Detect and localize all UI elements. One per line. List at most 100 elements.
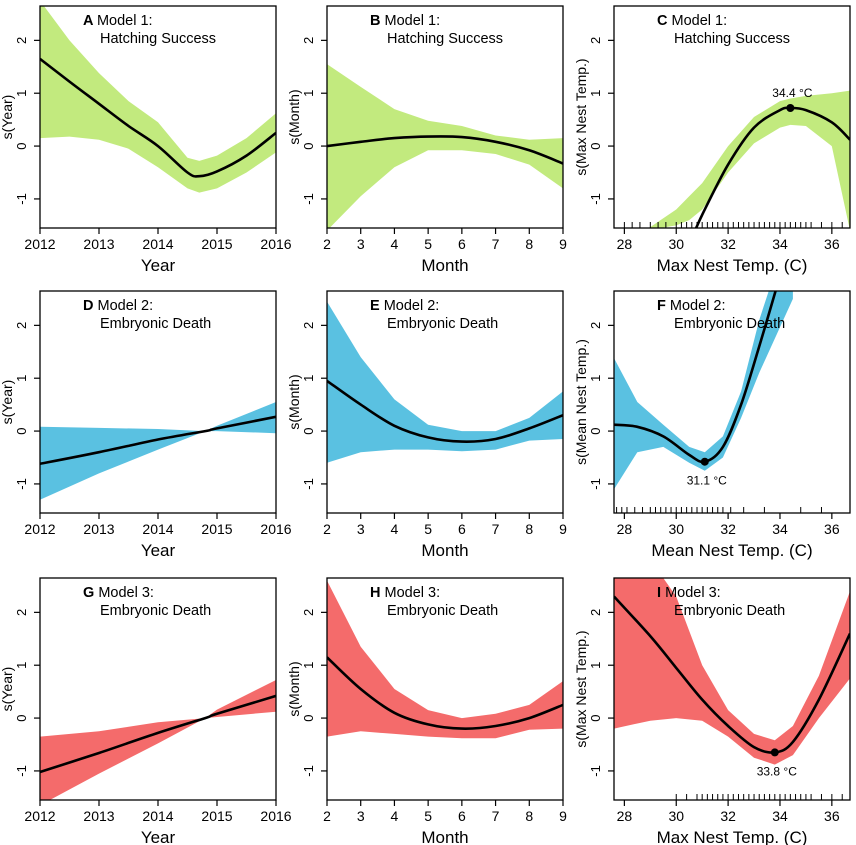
y-tick-label: 1: [588, 662, 603, 669]
panel-subtitle: Embryonic Death: [674, 603, 785, 619]
x-tick-label: 5: [424, 808, 432, 824]
panel-title: H Model 3:: [370, 585, 440, 601]
y-axis-label: s(Month): [286, 89, 302, 144]
panel-subtitle: Hatching Success: [387, 31, 503, 47]
panel-letter: B: [370, 13, 385, 29]
y-tick-label: -1: [14, 478, 29, 490]
optimum-label: 33.8 °C: [757, 764, 797, 778]
confidence-band-h: [327, 580, 563, 739]
x-tick-label: 2015: [201, 236, 232, 252]
y-tick-label: -1: [14, 193, 29, 205]
panel-model: Model 1:: [385, 13, 441, 29]
y-tick-label: 2: [588, 609, 603, 616]
x-tick-label: 8: [525, 808, 533, 824]
confidence-band-f: [614, 291, 793, 490]
y-axis-label: s(Max Nest Temp.): [573, 630, 589, 747]
y-tick-label: 1: [301, 375, 316, 382]
confidence-band-b: [327, 64, 563, 228]
y-tick-label: 1: [14, 90, 29, 97]
panel-c: 34.4 °C 28 30 32 34 36 Max Nest Temp. (C) -1 0 1 2…: [573, 5, 851, 275]
x-tick-label: 36: [824, 808, 840, 824]
panel-letter: D: [83, 298, 98, 314]
x-tick-label: 32: [720, 808, 736, 824]
y-tick-label: 0: [14, 142, 29, 149]
fit-line-d: [40, 415, 276, 466]
y-tick-label: -1: [588, 765, 603, 777]
y-tick-label: 2: [301, 322, 316, 329]
x-tick-label: 2012: [24, 521, 55, 537]
x-tick-label: 2013: [83, 236, 114, 252]
panel-i: 33.8 °C 28 30 32 34 36 Max Nest Temp. (C) -1 0 1 2…: [573, 577, 851, 845]
x-tick-label: 3: [357, 808, 365, 824]
x-tick-label: 30: [668, 236, 684, 252]
panel-subtitle: Embryonic Death: [387, 603, 498, 619]
plot-frame: [613, 577, 851, 801]
x-tick-label: 34: [772, 236, 788, 252]
x-tick-label: 3: [357, 236, 365, 252]
y-tick-label: 1: [301, 90, 316, 97]
panel-subtitle: Embryonic Death: [100, 603, 211, 619]
x-axis-label: Month: [421, 541, 468, 560]
y-tick-label: 0: [588, 142, 603, 149]
y-tick-label: -1: [14, 765, 29, 777]
panel-letter: C: [657, 13, 672, 29]
panel-title: D Model 2:: [83, 298, 153, 314]
y-tick-label: 1: [14, 375, 29, 382]
y-axis-label: s(Year): [0, 667, 15, 712]
panel-model: Model 2:: [98, 298, 154, 314]
y-tick-label: 1: [588, 90, 603, 97]
x-tick-label: 34: [772, 521, 788, 537]
x-tick-label: 2014: [142, 808, 173, 824]
y-tick-label: 1: [14, 662, 29, 669]
panel-model: Model 3:: [665, 585, 721, 601]
panel-letter: I: [657, 585, 665, 601]
y-tick-label: 0: [588, 714, 603, 721]
panel-model: Model 3:: [98, 585, 154, 601]
x-tick-label: 7: [492, 521, 500, 537]
x-tick-label: 8: [525, 236, 533, 252]
x-tick-label: 4: [391, 236, 399, 252]
panel-title: G Model 3:: [83, 585, 154, 601]
panel-letter: E: [370, 298, 384, 314]
confidence-band-c: [648, 90, 850, 228]
panel-f: 31.1 °C 28 30 32 34 36 Mean Nest Temp. (C) -1 0 1…: [573, 290, 851, 560]
y-tick-label: 0: [14, 714, 29, 721]
panel-title: E Model 2:: [370, 298, 439, 314]
x-tick-label: 5: [424, 236, 432, 252]
y-tick-label: 0: [301, 427, 316, 434]
x-tick-label: 3: [357, 521, 365, 537]
x-tick-label: 2015: [201, 521, 232, 537]
y-tick-label: 0: [14, 427, 29, 434]
y-tick-label: 2: [301, 609, 316, 616]
y-axis-label: s(Month): [286, 374, 302, 429]
x-axis-label: Mean Nest Temp. (C): [651, 541, 812, 560]
x-tick-label: 36: [824, 521, 840, 537]
x-tick-label: 6: [458, 808, 466, 824]
panel-title: C Model 1:: [657, 13, 727, 29]
y-tick-label: 0: [301, 142, 316, 149]
panel-model: Model 2:: [384, 298, 440, 314]
x-axis-label: Month: [421, 256, 468, 275]
y-tick-label: 2: [588, 37, 603, 44]
x-axis-label: Max Nest Temp. (C): [657, 256, 808, 275]
x-tick-label: 2012: [24, 808, 55, 824]
y-axis-label: s(Year): [0, 95, 15, 140]
x-tick-label: 4: [391, 521, 399, 537]
panel-letter: G: [83, 585, 98, 601]
y-tick-label: 2: [14, 37, 29, 44]
x-tick-label: 32: [720, 236, 736, 252]
x-tick-label: 2012: [24, 236, 55, 252]
optimum-label: 34.4 °C: [772, 86, 812, 100]
y-axis-label: s(Year): [0, 380, 15, 425]
y-tick-label: 0: [301, 714, 316, 721]
x-tick-label: 4: [391, 808, 399, 824]
y-axis-label: s(Mean Nest Temp.): [573, 339, 589, 465]
x-tick-label: 34: [772, 808, 788, 824]
y-axis-label: s(Max Nest Temp.): [573, 58, 589, 175]
x-axis-label: Month: [421, 828, 468, 845]
x-tick-label: 9: [559, 808, 567, 824]
y-tick-label: 2: [301, 37, 316, 44]
y-tick-label: -1: [301, 478, 316, 490]
y-tick-label: 0: [588, 427, 603, 434]
